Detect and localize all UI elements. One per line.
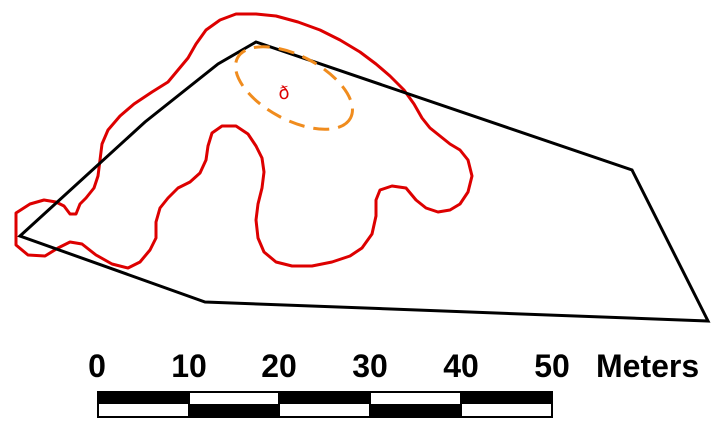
scale-tick-50: 50 bbox=[534, 348, 570, 384]
scale-tick-40: 40 bbox=[443, 348, 479, 384]
scale-tick-30: 30 bbox=[352, 348, 388, 384]
scale-segment-3-top bbox=[279, 392, 370, 404]
scale-bar bbox=[98, 392, 552, 417]
scale-segment-1-top bbox=[98, 392, 189, 404]
black-polygon-outline bbox=[20, 42, 708, 321]
scale-tick-10: 10 bbox=[171, 348, 207, 384]
scale-segment-4-bottom bbox=[370, 404, 461, 417]
scale-segment-5-top bbox=[461, 392, 552, 404]
orange-dashed-ellipse bbox=[222, 30, 365, 147]
marker-label: ð bbox=[278, 83, 289, 104]
scale-tick-20: 20 bbox=[261, 348, 297, 384]
scale-unit-label: Meters bbox=[596, 348, 699, 384]
scale-segment-2-bottom bbox=[189, 404, 279, 417]
scale-tick-0: 0 bbox=[88, 348, 106, 384]
